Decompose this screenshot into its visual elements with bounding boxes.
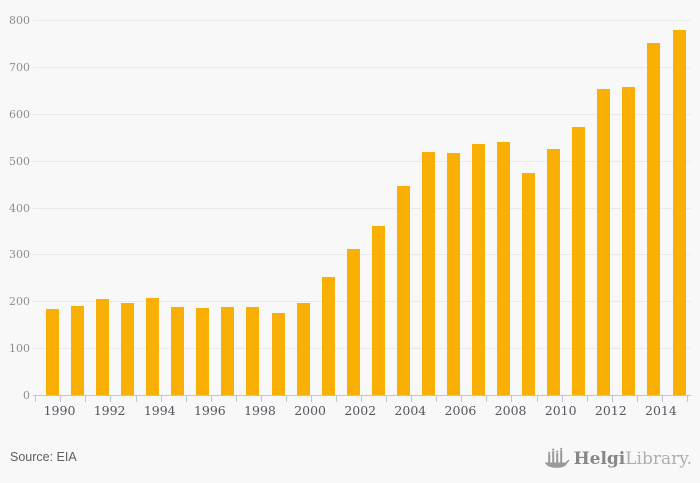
x-axis-tick <box>285 396 287 402</box>
x-axis-label-2010: 2010 <box>544 403 577 418</box>
x-axis-tick <box>486 396 488 402</box>
x-axis-tick <box>361 396 363 402</box>
x-axis-tick <box>310 396 312 402</box>
ship-chart-icon <box>544 447 570 471</box>
x-axis-label-2008: 2008 <box>494 403 527 418</box>
x-axis-label-2004: 2004 <box>394 403 427 418</box>
x-axis-tick <box>135 396 137 402</box>
bar-2001 <box>321 277 335 395</box>
y-axis-label-200: 200 <box>9 295 30 309</box>
y-axis-label-700: 700 <box>9 60 30 74</box>
x-axis-tick <box>60 396 62 402</box>
bar-2005 <box>421 151 435 395</box>
gridline-600 <box>33 113 691 115</box>
logo-text-helgi: Helgi <box>573 449 626 469</box>
x-axis-label-1998: 1998 <box>244 403 276 418</box>
bar-1990 <box>46 309 59 395</box>
y-axis-label-600: 600 <box>9 107 30 121</box>
bar-2002 <box>346 249 360 395</box>
x-axis-tick <box>85 396 87 402</box>
x-axis-tick <box>636 396 638 402</box>
bar-1992 <box>96 298 110 395</box>
bar-2012 <box>597 89 611 395</box>
x-axis-tick <box>511 396 513 402</box>
y-axis-label-300: 300 <box>9 248 30 262</box>
x-axis-tick <box>185 396 187 402</box>
x-axis-label-2006: 2006 <box>444 403 477 418</box>
source-label: Source: EIA <box>10 450 77 464</box>
bar-2003 <box>371 226 385 395</box>
bar-2008 <box>497 142 511 395</box>
bar-1994 <box>146 297 160 395</box>
x-axis-tick <box>160 396 162 402</box>
y-axis-label-0: 0 <box>23 389 30 402</box>
bar-2000 <box>296 302 310 395</box>
logo-text-library: Library. <box>625 449 692 469</box>
gridline-300 <box>33 254 691 256</box>
bar-2014 <box>647 43 661 395</box>
bar-1995 <box>171 306 185 395</box>
bar-1997 <box>221 306 235 395</box>
y-axis-label-400: 400 <box>9 201 30 215</box>
x-axis-tick <box>461 396 463 402</box>
bar-1999 <box>271 312 285 395</box>
x-axis-tick <box>686 396 688 402</box>
x-axis-tick <box>411 396 413 402</box>
x-axis-tick <box>336 396 338 402</box>
x-axis-label-1990: 1990 <box>43 403 76 418</box>
gridline-200 <box>33 301 691 303</box>
y-axis-label-100: 100 <box>9 342 30 356</box>
bar-1998 <box>246 306 260 395</box>
x-axis-label-1996: 1996 <box>193 403 226 418</box>
x-axis-tick <box>386 396 388 402</box>
x-axis-line <box>33 395 691 396</box>
y-axis-label-800: 800 <box>9 14 30 27</box>
x-axis-label-2000: 2000 <box>294 403 326 418</box>
x-axis-label-1994: 1994 <box>143 403 176 418</box>
bar-1996 <box>196 307 210 395</box>
x-axis-tick <box>210 396 212 402</box>
x-axis-tick <box>536 396 538 402</box>
x-axis-tick <box>561 396 563 402</box>
bar-2013 <box>622 86 636 395</box>
bar-2011 <box>572 127 586 395</box>
x-axis-label-1992: 1992 <box>93 403 126 418</box>
gridline-500 <box>33 160 691 162</box>
x-axis-tick <box>235 396 237 402</box>
bar-1991 <box>71 305 85 395</box>
x-axis-tick <box>110 396 112 402</box>
x-axis-label-2014: 2014 <box>645 403 677 418</box>
x-axis-label-2002: 2002 <box>344 403 377 418</box>
gridline-700 <box>33 66 691 68</box>
x-axis-tick <box>436 396 438 402</box>
gridline-400 <box>33 207 691 209</box>
gridline-100 <box>33 348 691 350</box>
x-axis-tick <box>586 396 588 402</box>
bar-2007 <box>472 144 486 395</box>
bar-2004 <box>396 185 410 395</box>
x-axis-tick <box>611 396 613 402</box>
bar-2009 <box>522 172 536 395</box>
bar-2015 <box>672 29 686 395</box>
x-axis-tick <box>661 396 663 402</box>
x-axis-tick <box>35 396 37 402</box>
logo-wordmark: HelgiLibrary. <box>574 444 692 474</box>
bar-1993 <box>121 303 135 395</box>
bar-2006 <box>446 153 460 395</box>
x-axis-label-2012: 2012 <box>594 403 627 418</box>
y-axis-label-500: 500 <box>9 154 30 168</box>
gridline-800 <box>33 20 691 21</box>
helgi-library-logo: HelgiLibrary. <box>544 444 692 474</box>
x-axis-tick <box>260 396 262 402</box>
bar-2010 <box>547 149 561 395</box>
